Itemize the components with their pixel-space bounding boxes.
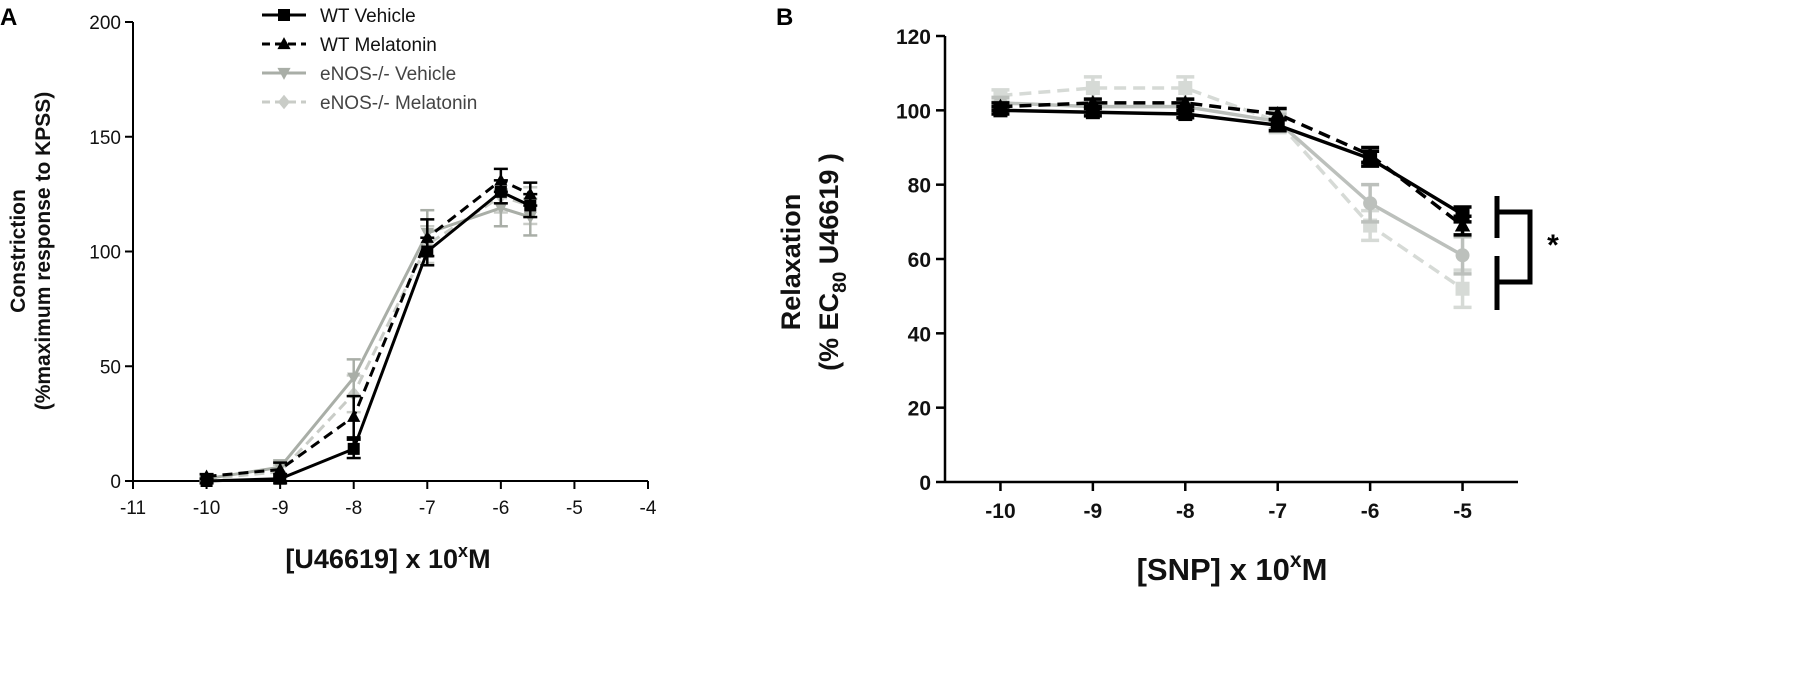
y-tick-label-b: 40 [908, 323, 931, 346]
data-point [993, 103, 1008, 118]
y-tick-label-a: 0 [110, 472, 121, 493]
legend-item: eNOS-/- Vehicle [262, 64, 456, 85]
series-line [1000, 101, 1464, 257]
data-point [274, 472, 287, 485]
significance-star: * [1547, 229, 1559, 262]
series-line [206, 178, 531, 478]
x-axis-label-a: [U46619] x 10xM [285, 541, 490, 574]
bracket-line [1497, 209, 1533, 285]
x-tick-label-a: -10 [193, 498, 220, 519]
data-point [421, 245, 434, 258]
x-tick-label-b: -7 [1268, 500, 1287, 523]
legend-item: WT Melatonin [262, 35, 437, 56]
data-point [1455, 207, 1470, 222]
series-line [1000, 108, 1464, 216]
x-tick-label-b: -10 [985, 500, 1015, 523]
x-tick-label-a: -4 [640, 498, 657, 519]
legend-marker [278, 9, 290, 21]
x-tick-label-a: -11 [120, 498, 146, 519]
data-point [1455, 281, 1470, 296]
data-point [1270, 106, 1286, 120]
significance-bracket: * [1494, 196, 1559, 310]
series-a-0 [199, 179, 538, 487]
panel-label-b: B [776, 4, 793, 31]
x-tick-label-b: -9 [1084, 500, 1103, 523]
y-axis-label-b-line1: Relaxation [776, 194, 806, 331]
y-tick-label-b: 20 [908, 398, 931, 421]
series-line [206, 190, 531, 483]
panel-b: B 0 20 40 60 80 100 120 -10 -9 -8 -7 -6 -5 [SNP] x 10x… [776, 4, 1559, 587]
series-b-1 [991, 94, 1472, 237]
y-tick-label-a: 50 [100, 357, 121, 378]
legend-a: WT Vehicle WT Melatonin eNOS-/- Vehicle eNO… [262, 6, 477, 114]
panel-label-a: A [0, 4, 17, 31]
data-point [347, 442, 360, 455]
data-point [1177, 94, 1193, 109]
y-axis-label-a-line2: (%maximum response to KPSS) [32, 92, 55, 411]
y-tick-label-b: 60 [908, 249, 931, 272]
legend-marker [277, 67, 291, 80]
legend-item: WT Vehicle [262, 6, 416, 27]
y-tick-label-b: 80 [908, 175, 931, 198]
data-point [1363, 196, 1378, 211]
x-tick-label-a: -8 [345, 498, 362, 519]
y-tick-label-b: 0 [919, 472, 931, 495]
series-b-0 [991, 103, 1472, 224]
data-point [1085, 81, 1100, 96]
series-line [1000, 101, 1464, 227]
series-line [1000, 86, 1464, 291]
x-tick-label-a: -5 [566, 498, 583, 519]
x-tick-label-b: -8 [1176, 500, 1195, 523]
data-point [1363, 151, 1378, 166]
data-point [273, 462, 287, 475]
data-point [494, 185, 507, 198]
data-point [347, 372, 361, 385]
legend-label: eNOS-/- Vehicle [320, 64, 456, 85]
data-point [200, 475, 213, 487]
data-point [524, 199, 537, 212]
x-axis-label-b: [SNP] x 10xM [1137, 549, 1328, 587]
y-tick-label-a: 150 [89, 128, 121, 149]
y-axis-label-a-line1: Constriction [7, 189, 30, 313]
legend-item: eNOS-/- Melatonin [262, 93, 477, 114]
series-line [206, 194, 531, 481]
series-a-3 [199, 179, 538, 486]
y-tick-label-b: 120 [896, 26, 931, 49]
data-point [347, 409, 361, 422]
legend-marker [278, 94, 290, 110]
series-a-2 [199, 188, 538, 486]
legend-label: WT Melatonin [320, 35, 437, 56]
x-tick-label-b: -5 [1453, 500, 1472, 523]
x-tick-label-a: -9 [272, 498, 289, 519]
y-tick-label-a: 200 [89, 13, 121, 34]
series-a-1 [199, 167, 538, 482]
x-tick-label-b: -6 [1361, 500, 1380, 523]
x-tick-label-a: -7 [419, 498, 436, 519]
data-point [494, 202, 508, 215]
data-point [1455, 248, 1470, 263]
data-point [1454, 217, 1471, 232]
data-point [1178, 81, 1193, 96]
series-line [206, 206, 531, 481]
panel-a: A 0 50 100 150 200 -11 -10 -9 -8 -7 -6 -5 -4 [U46619] … [0, 4, 657, 574]
data-point [1270, 118, 1285, 133]
y-tick-label-a: 100 [89, 243, 121, 264]
y-tick-label-b: 100 [896, 100, 931, 123]
legend-label: eNOS-/- Melatonin [320, 93, 477, 114]
legend-label: WT Vehicle [320, 6, 416, 27]
x-tick-label-a: -6 [492, 498, 509, 519]
data-point [1178, 107, 1193, 122]
data-point [1085, 105, 1100, 120]
y-axis-label-b-line2: (% EC80 U46619 ) [814, 153, 851, 371]
legend-marker [277, 37, 291, 50]
